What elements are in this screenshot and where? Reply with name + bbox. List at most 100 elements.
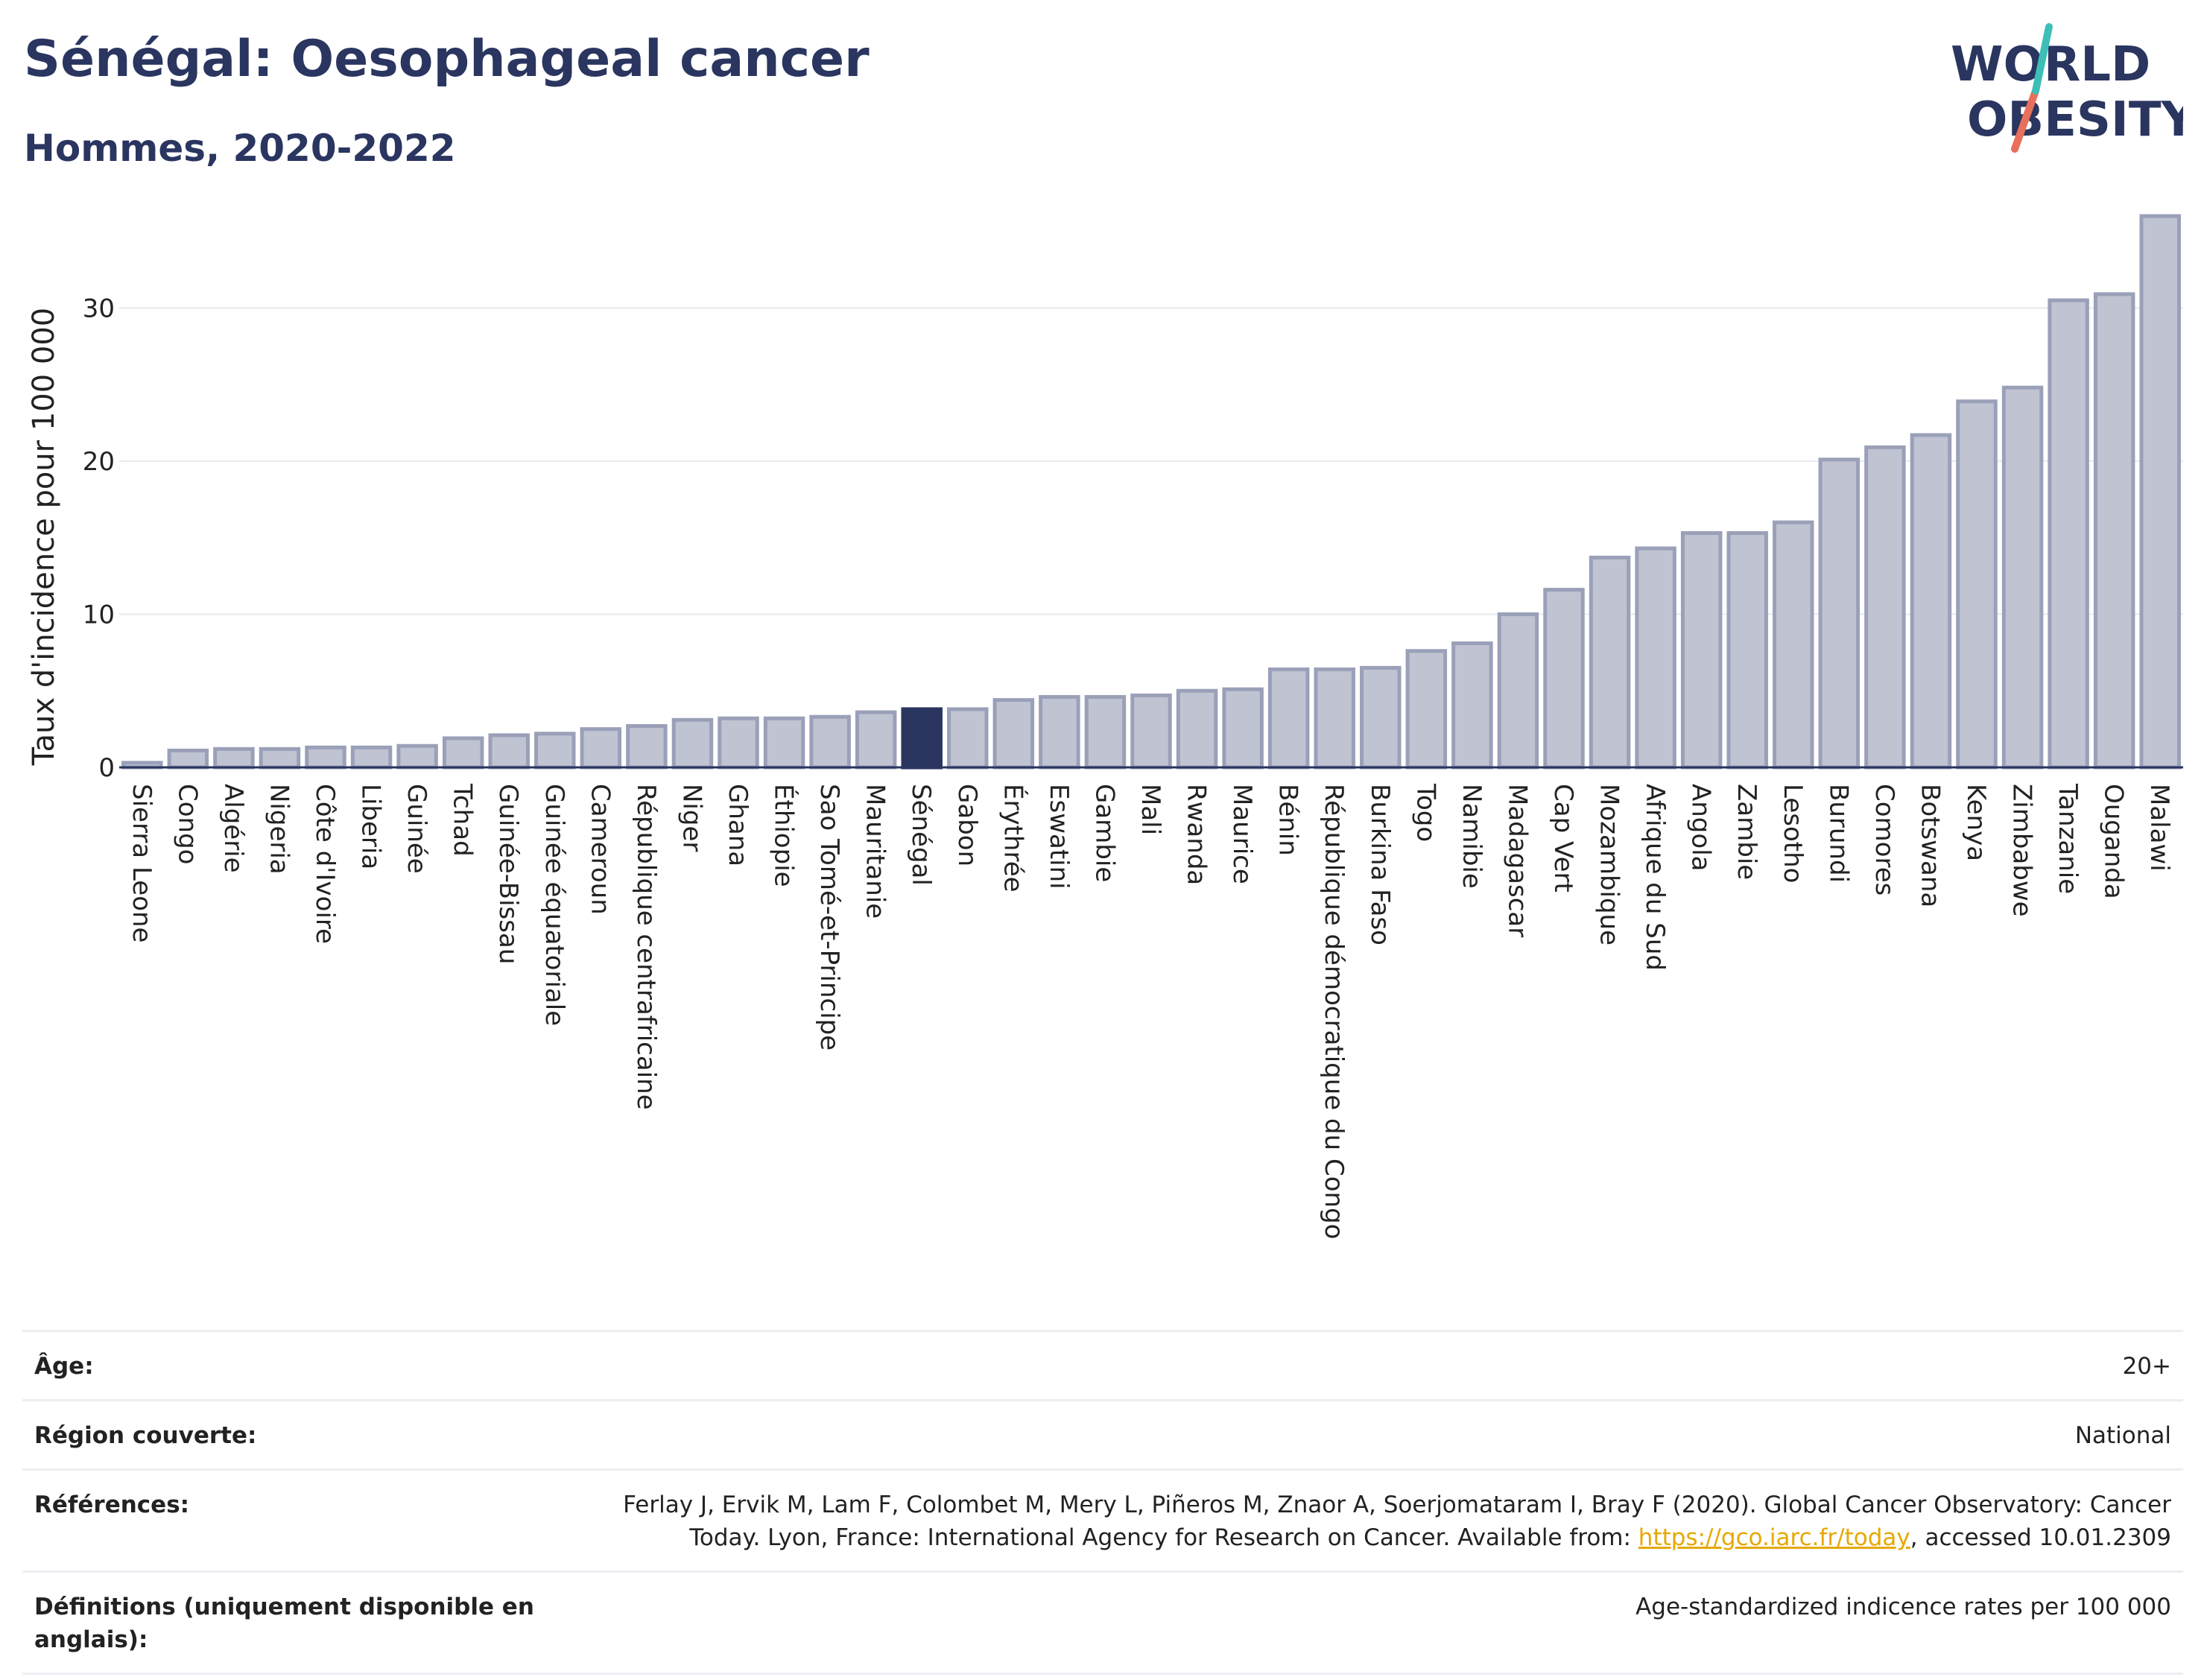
x-category-label: Gambie [1089, 784, 1119, 882]
x-category-label: Sao Tomé-et-Principe [814, 784, 844, 1050]
bar [534, 732, 576, 770]
x-category-label: Sierra Leone [127, 784, 156, 942]
bar [1589, 555, 1631, 770]
meta-age-value: 20+ [2122, 1353, 2171, 1380]
y-axis-label: Taux d'incidence pour 100 000 [27, 308, 61, 766]
x-category-label: Bénin [1273, 784, 1303, 856]
x-category-label: Botswana [1915, 784, 1945, 907]
ref-text-1: Ferlay J, Ervik M, Lam F, Colombet M, Me… [623, 1492, 2171, 1551]
bar [901, 707, 943, 770]
meta-row-region: Région couverte: National [22, 1399, 2183, 1468]
ref-text-2: , accessed 10.01.2309 [1910, 1524, 2171, 1551]
x-category-label: Guinée-Bissau [493, 784, 523, 964]
meta-ref-value: Ferlay J, Ervik M, Lam F, Colombet M, Me… [547, 1489, 2171, 1554]
x-category-label: Mauritanie [861, 784, 890, 919]
y-tick-label: 20 [83, 447, 115, 477]
bar [1497, 612, 1539, 770]
x-category-label: Éthiopie [769, 784, 799, 887]
x-category-label: Togo [1410, 783, 1440, 842]
x-category-label: Liberia [356, 784, 386, 869]
logo-line2: OBESITY [1967, 92, 2183, 148]
bar [488, 733, 530, 770]
x-category-label: Côte d'Ivoire [310, 784, 340, 944]
x-category-label: Gabon [952, 784, 982, 866]
bar [763, 716, 805, 770]
x-category-label: Maurice [1227, 784, 1257, 884]
bar [809, 714, 851, 770]
x-category-label: Comores [1869, 784, 1899, 896]
bar [1818, 457, 1861, 770]
x-category-label: Zimbabwe [2007, 784, 2037, 917]
y-tick-label: 10 [83, 600, 115, 630]
logo-slash-red [2011, 87, 2039, 153]
bar [1039, 694, 1080, 770]
bar [305, 745, 346, 770]
meta-row-age: Âge: 20+ [22, 1330, 2183, 1399]
bar [1130, 693, 1172, 770]
bar [1451, 641, 1493, 770]
x-category-labels: Sierra Leone Congo Algérie Nigeria Côte d'Iv… [127, 783, 2174, 1239]
bars [121, 214, 2181, 770]
x-category-label: Eswatini [1044, 784, 1074, 890]
x-category-label: Ghana [723, 784, 753, 866]
x-category-label: Mozambique [1595, 784, 1624, 945]
x-category-label: Mali [1136, 784, 1165, 835]
y-tick-label: 0 [98, 753, 115, 783]
x-category-label: Tchad [448, 783, 478, 857]
bar [718, 716, 759, 770]
x-category-label: Zambie [1732, 784, 1761, 880]
x-category-label: Lesotho [1778, 784, 1808, 883]
x-category-label: Namibie [1457, 784, 1486, 889]
x-category-label: Sénégal [906, 784, 936, 886]
meta-def-label: Définitions (uniquement disponible en an… [34, 1594, 534, 1653]
bar [1543, 588, 1585, 770]
x-category-label: Niger [677, 784, 706, 852]
x-category-label: Cap Vert [1548, 784, 1578, 893]
x-category-label: Guinée [402, 784, 431, 874]
bar [2093, 292, 2135, 770]
bar [396, 744, 438, 770]
bar [2001, 385, 2044, 770]
bar [1405, 649, 1448, 770]
x-category-label: Malawi [2144, 784, 2174, 872]
bar [855, 710, 897, 770]
bar [2139, 214, 2181, 770]
x-category-label: Rwanda [1182, 784, 1212, 885]
x-category-label: Kenya [1961, 784, 1991, 861]
meta-def-value: Age-standardized indicence rates per 100… [1635, 1594, 2171, 1620]
bar-chart: 0 10 20 30 Sierra Leone Congo Algérie Nigeria C… [27, 214, 2183, 1239]
bar [1773, 520, 1814, 770]
bar [1680, 531, 1723, 770]
x-category-label: Congo [172, 784, 202, 864]
bar [1176, 688, 1218, 770]
bar [1910, 433, 1952, 770]
meta-age-label: Âge: [34, 1353, 94, 1380]
logo-line1: WORLD [1951, 37, 2150, 92]
bar [1084, 694, 1127, 770]
x-category-label: Érythrée [998, 784, 1028, 893]
meta-row-references: Références: Ferlay J, Ervik M, Lam F, Co… [22, 1468, 2183, 1570]
page-subtitle: Hommes, 2020-2022 [24, 127, 456, 170]
x-category-label: Algérie [218, 784, 248, 873]
bar [1864, 445, 1906, 770]
world-obesity-logo: WORLD OBESITY [1951, 23, 2183, 153]
meta-region-label: Région couverte: [34, 1422, 257, 1449]
x-category-label: République démocratique du Congo [1319, 784, 1349, 1239]
bar [213, 747, 255, 770]
x-category-label: Afrique du Sud [1640, 784, 1670, 971]
bar [580, 727, 622, 770]
y-tick-label: 30 [83, 294, 115, 323]
meta-row-definitions: Définitions (uniquement disponible en an… [22, 1570, 2183, 1675]
meta-ref-label: Références: [34, 1492, 190, 1518]
x-category-label: Burundi [1823, 784, 1853, 883]
bar [1360, 665, 1402, 770]
ref-link[interactable]: https://gco.iarc.fr/today [1638, 1524, 1910, 1551]
bar [2048, 298, 2089, 770]
bar [167, 748, 209, 770]
bar [1314, 667, 1355, 770]
metadata-table: Âge: 20+ Région couverte: National Référ… [22, 1330, 2183, 1675]
x-category-label: Madagascar [1502, 784, 1532, 937]
y-tick-labels: 0 10 20 30 [83, 294, 115, 783]
bar [350, 745, 393, 770]
x-category-label: Angola [1686, 784, 1716, 871]
